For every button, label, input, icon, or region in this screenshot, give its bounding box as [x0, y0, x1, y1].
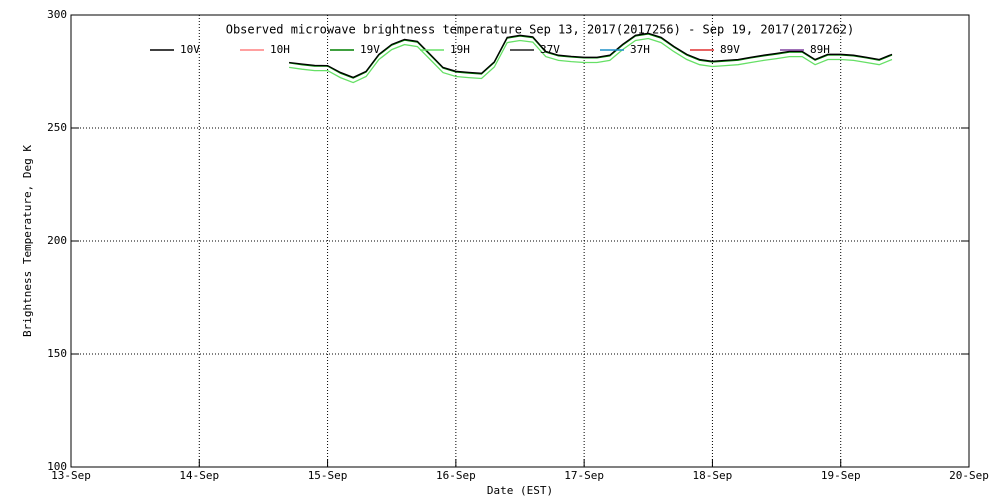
legend-label: 37H: [630, 43, 650, 56]
legend-label: 19V: [360, 43, 380, 56]
y-tick-label: 100: [47, 460, 67, 473]
x-tick-label: 20-Sep: [949, 469, 989, 482]
legend-label: 10V: [180, 43, 200, 56]
legend-label: 37V: [540, 43, 560, 56]
chart-title: Observed microwave brightness temperatur…: [226, 23, 855, 37]
x-tick-label: 16-Sep: [436, 469, 476, 482]
x-axis-label: Date (EST): [487, 484, 553, 497]
y-axis-label: Brightness Temperature, Deg K: [21, 145, 34, 337]
x-tick-label: 17-Sep: [564, 469, 604, 482]
series-line: [289, 37, 893, 84]
y-tick-label: 150: [47, 347, 67, 360]
legend-label: 89V: [720, 43, 740, 56]
x-tick-label: 15-Sep: [308, 469, 348, 482]
x-tick-label: 18-Sep: [693, 469, 733, 482]
x-tick-label: 13-Sep: [51, 469, 91, 482]
y-tick-label: 300: [47, 8, 67, 21]
x-tick-label: 14-Sep: [179, 469, 219, 482]
plot-frame: [70, 14, 970, 468]
y-tick-label: 250: [47, 121, 67, 134]
x-tick-label: 19-Sep: [821, 469, 861, 482]
legend-label: 19H: [450, 43, 470, 56]
legend-label: 10H: [270, 43, 290, 56]
series-line: [289, 32, 893, 79]
y-tick-label: 200: [47, 234, 67, 247]
legend-label: 89H: [810, 43, 830, 56]
